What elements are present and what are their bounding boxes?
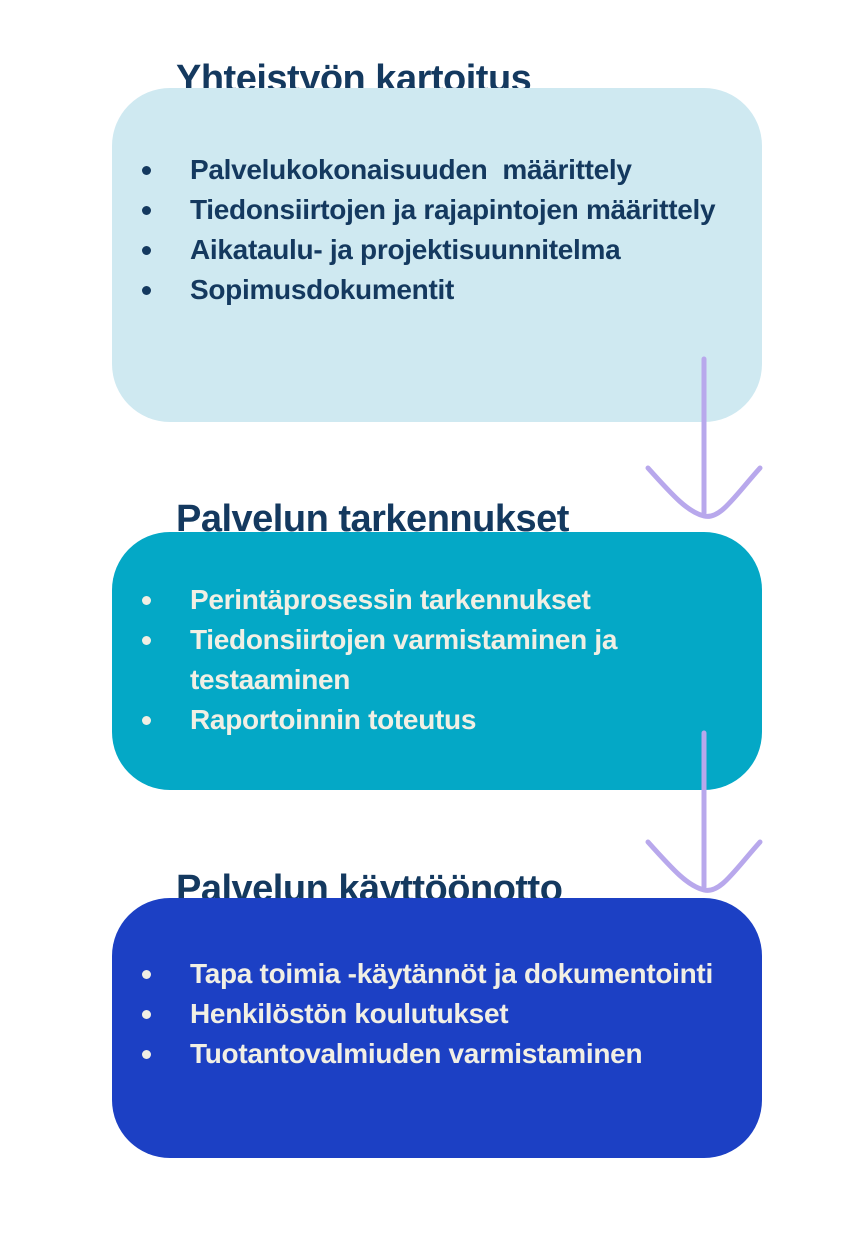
down-arrow-icon (630, 355, 780, 525)
bullet-dot-icon (142, 246, 151, 255)
bullet-text: Aikataulu- ja projektisuunnitelma (190, 234, 621, 265)
stage-box-palvelun-kayttoonotto: Tapa toimia -käytännöt ja dokumentointi … (112, 898, 762, 1158)
bullet-list: Perintäprosessin tarkennukset Tiedonsiir… (112, 532, 762, 740)
list-item: Raportoinnin toteutus (140, 700, 738, 740)
bullet-dot-icon (142, 166, 151, 175)
bullet-dot-icon (142, 1010, 151, 1019)
list-item: Aikataulu- ja projektisuunnitelma (140, 230, 738, 270)
bullet-dot-icon (142, 596, 151, 605)
list-item: Perintäprosessin tarkennukset (140, 580, 738, 620)
bullet-text: Henkilöstön koulutukset (190, 998, 509, 1029)
bullet-text: Tapa toimia -käytännöt ja dokumentointi (190, 958, 713, 989)
bullet-text: Raportoinnin toteutus (190, 704, 477, 735)
bullet-list: Tapa toimia -käytännöt ja dokumentointi … (112, 898, 762, 1074)
list-item: Tiedonsiirtojen ja rajapintojen määritte… (140, 190, 738, 230)
list-item: Palvelukokonaisuuden määrittely (140, 150, 738, 190)
list-item: Henkilöstön koulutukset (140, 994, 738, 1034)
bullet-text: Tiedonsiirtojen varmistaminen ja testaam… (190, 624, 625, 695)
list-item: Tapa toimia -käytännöt ja dokumentointi (140, 954, 738, 994)
bullet-dot-icon (142, 286, 151, 295)
list-item: Tuotantovalmiuden varmistaminen (140, 1034, 738, 1074)
bullet-text: Perintäprosessin tarkennukset (190, 584, 591, 615)
bullet-list: Palvelukokonaisuuden määrittely Tiedonsi… (112, 88, 762, 310)
list-item: Tiedonsiirtojen varmistaminen ja testaam… (140, 620, 738, 700)
bullet-dot-icon (142, 206, 151, 215)
bullet-dot-icon (142, 636, 151, 645)
stage-box-palvelun-tarkennukset: Perintäprosessin tarkennukset Tiedonsiir… (112, 532, 762, 790)
bullet-text: Palvelukokonaisuuden määrittely (190, 154, 632, 185)
bullet-dot-icon (142, 970, 151, 979)
stage-box-yhteistyon-kartoitus: Palvelukokonaisuuden määrittely Tiedonsi… (112, 88, 762, 422)
bullet-text: Tiedonsiirtojen ja rajapintojen määritte… (190, 194, 716, 225)
bullet-dot-icon (142, 1050, 151, 1059)
bullet-text: Tuotantovalmiuden varmistaminen (190, 1038, 643, 1069)
bullet-dot-icon (142, 716, 151, 725)
bullet-text: Sopimusdokumentit (190, 274, 455, 305)
down-arrow-icon (630, 725, 780, 895)
list-item: Sopimusdokumentit (140, 270, 738, 310)
